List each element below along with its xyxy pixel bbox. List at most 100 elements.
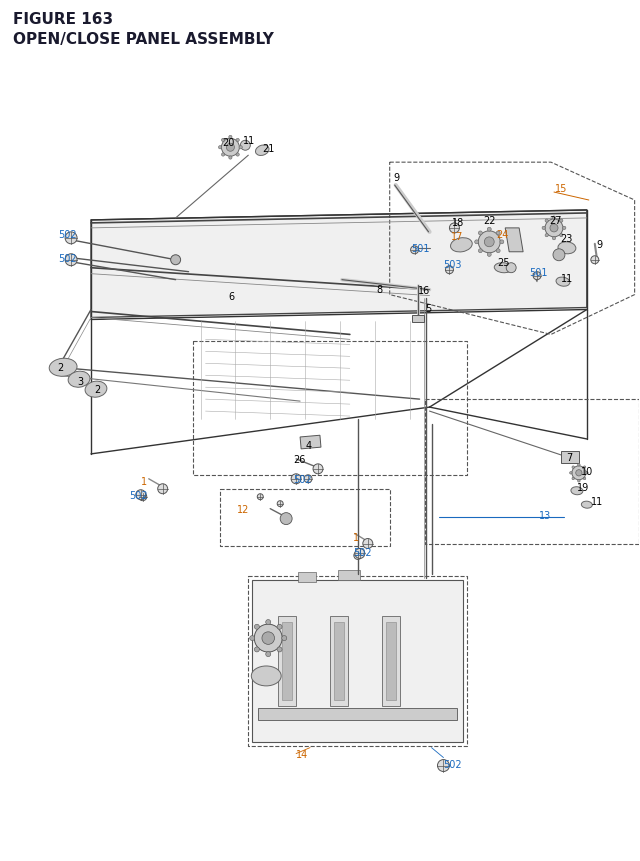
Circle shape [139, 493, 147, 501]
Bar [561, 451, 579, 463]
Ellipse shape [252, 666, 281, 686]
Circle shape [262, 632, 275, 645]
Text: 11: 11 [561, 273, 573, 283]
Circle shape [218, 146, 221, 150]
Text: 501: 501 [529, 268, 548, 277]
Circle shape [266, 620, 271, 625]
Text: 27: 27 [549, 215, 561, 226]
Circle shape [487, 228, 492, 232]
Text: 12: 12 [237, 504, 250, 514]
Circle shape [221, 154, 225, 157]
Circle shape [570, 472, 572, 474]
Circle shape [576, 470, 582, 476]
Ellipse shape [571, 487, 583, 495]
Text: 11: 11 [591, 496, 603, 506]
Circle shape [583, 478, 586, 480]
Circle shape [157, 484, 168, 494]
Circle shape [572, 478, 575, 480]
Text: 1: 1 [353, 532, 359, 542]
Text: 24: 24 [496, 230, 509, 239]
Ellipse shape [558, 243, 576, 255]
Circle shape [411, 246, 419, 255]
Circle shape [478, 250, 483, 253]
Circle shape [438, 759, 449, 771]
Text: 13: 13 [539, 510, 551, 520]
Ellipse shape [85, 381, 107, 398]
Circle shape [553, 250, 565, 262]
Circle shape [236, 139, 239, 142]
Text: 9: 9 [596, 239, 603, 250]
Circle shape [65, 255, 77, 266]
Circle shape [445, 266, 453, 275]
Text: 6: 6 [228, 291, 234, 301]
Ellipse shape [68, 372, 90, 387]
Circle shape [282, 635, 287, 641]
Circle shape [254, 624, 259, 629]
Circle shape [304, 475, 312, 483]
Ellipse shape [451, 238, 472, 252]
Text: 4: 4 [305, 441, 311, 450]
Circle shape [487, 253, 492, 257]
Text: 26: 26 [293, 455, 305, 464]
Circle shape [254, 624, 282, 653]
Bar [412, 315, 424, 323]
Text: 502: 502 [293, 474, 312, 484]
Circle shape [506, 263, 516, 274]
Bar [338, 571, 360, 580]
Circle shape [236, 154, 239, 157]
Text: 502: 502 [444, 759, 462, 769]
Circle shape [545, 234, 548, 238]
Circle shape [559, 220, 563, 223]
Circle shape [354, 552, 362, 560]
Circle shape [586, 472, 588, 474]
Circle shape [241, 141, 250, 151]
Text: 22: 22 [483, 215, 496, 226]
Circle shape [572, 467, 586, 480]
Circle shape [280, 513, 292, 525]
Text: 9: 9 [394, 173, 400, 183]
Text: 503: 503 [444, 259, 462, 269]
Text: 16: 16 [417, 285, 430, 295]
Circle shape [496, 250, 500, 253]
Text: 14: 14 [296, 749, 308, 759]
Circle shape [221, 139, 239, 157]
Circle shape [533, 272, 541, 281]
Text: 17: 17 [451, 232, 464, 242]
Circle shape [355, 548, 365, 559]
Circle shape [559, 234, 563, 238]
Circle shape [250, 635, 255, 641]
Circle shape [313, 464, 323, 474]
Circle shape [277, 624, 282, 629]
Circle shape [65, 232, 77, 245]
Text: 1: 1 [141, 476, 147, 486]
Circle shape [277, 501, 283, 507]
Text: 23: 23 [560, 233, 572, 244]
Circle shape [550, 225, 558, 232]
Bar [386, 623, 396, 700]
Text: 18: 18 [452, 218, 465, 227]
Circle shape [591, 257, 599, 264]
Text: 2: 2 [94, 385, 100, 394]
Circle shape [221, 139, 225, 142]
Circle shape [363, 539, 372, 548]
Text: 3: 3 [77, 377, 83, 387]
Ellipse shape [494, 263, 512, 274]
Circle shape [552, 217, 556, 220]
Text: FIGURE 163: FIGURE 163 [13, 12, 113, 27]
Circle shape [578, 480, 580, 482]
Circle shape [228, 157, 232, 160]
Text: 7: 7 [566, 452, 572, 462]
Circle shape [475, 240, 479, 245]
Circle shape [484, 238, 494, 247]
Text: 5: 5 [426, 303, 432, 313]
Circle shape [254, 647, 259, 652]
Bar [259, 708, 458, 720]
Text: OPEN/CLOSE PANEL ASSEMBLY: OPEN/CLOSE PANEL ASSEMBLY [13, 32, 274, 46]
Bar [252, 580, 463, 742]
Polygon shape [505, 229, 523, 252]
Circle shape [291, 474, 301, 484]
Circle shape [542, 227, 545, 230]
Circle shape [545, 220, 548, 223]
Circle shape [266, 652, 271, 657]
Text: 25: 25 [497, 257, 509, 268]
